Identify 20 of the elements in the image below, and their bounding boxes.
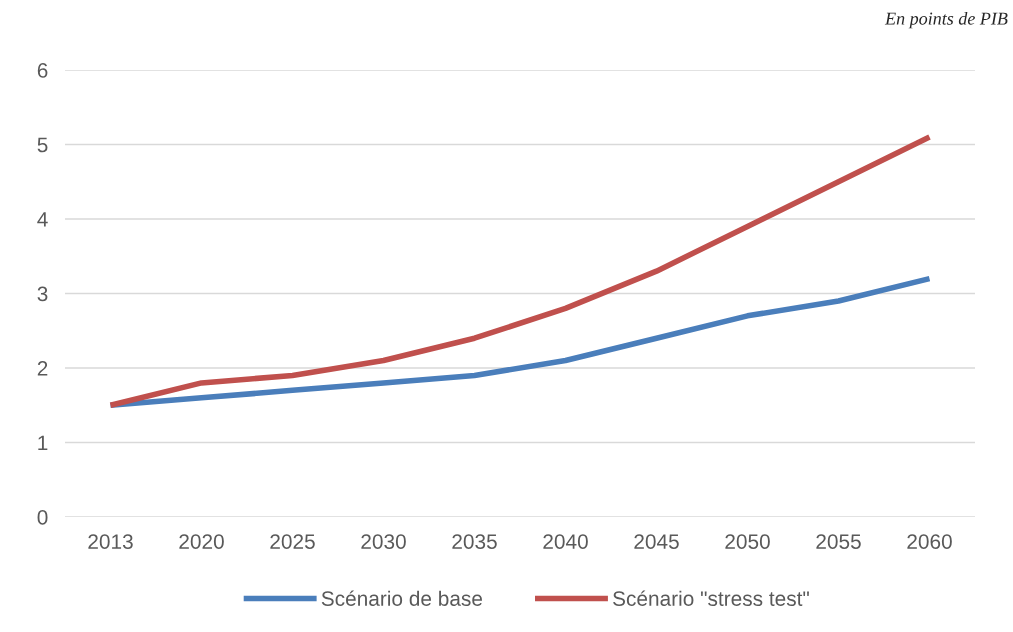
y-tick-label: 1: [38, 435, 48, 451]
x-tick-label: 2045: [634, 534, 679, 549]
y-tick-label: 6: [37, 63, 48, 78]
y-tick-label: 3: [37, 286, 48, 302]
x-tick-label: 2050: [725, 534, 770, 549]
x-tick-label: 2030: [361, 534, 406, 549]
y-tick-label: 5: [37, 137, 48, 153]
x-tick-label: 2013: [88, 534, 133, 549]
x-tick-label: 2035: [452, 534, 497, 549]
x-tick-label: 2060: [907, 534, 952, 549]
legend-label: Scénario "stress test": [613, 590, 809, 606]
x-tick-label: 2025: [270, 534, 315, 549]
y-tick-label: 2: [37, 361, 48, 376]
legend-label: Scénario de base: [321, 590, 483, 606]
x-tick-label: 2040: [543, 534, 588, 549]
x-tick-label: 2020: [179, 534, 224, 549]
text: En points de PIB: [884, 12, 1008, 29]
y-tick-label: 0: [37, 510, 48, 525]
x-tick-label: 2055: [816, 534, 861, 549]
y-tick-label: 4: [37, 212, 48, 227]
